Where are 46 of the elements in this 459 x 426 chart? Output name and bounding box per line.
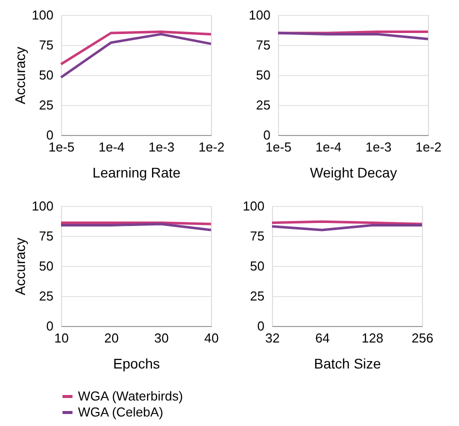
- x-axis-title: Epochs: [113, 356, 160, 372]
- x-tick-label: 1e-4: [315, 140, 342, 154]
- x-tick-label: 128: [362, 330, 384, 346]
- x-tick-label: 256: [412, 330, 434, 346]
- y-tick-label: 25: [39, 98, 54, 112]
- y-tick-label: 25: [250, 288, 264, 304]
- line-series: [60, 32, 212, 79]
- x-tick-label: 32: [265, 330, 280, 346]
- line-series: [60, 30, 212, 66]
- y-tick-label: 100: [32, 198, 54, 214]
- legend-label: WGA (Waterbirds): [78, 388, 183, 404]
- x-tick-label: 1e-5: [265, 140, 292, 154]
- y-tick-label: 75: [256, 38, 270, 52]
- x-tick-label: 30: [154, 330, 169, 346]
- y-tick-label: 50: [250, 258, 264, 274]
- x-axis-title: Batch Size: [314, 356, 382, 372]
- y-tick-label: 25: [39, 288, 54, 304]
- y-tick-label: 0: [257, 318, 264, 334]
- x-tick-label: 1e-3: [365, 140, 392, 154]
- x-tick-label: 1e-5: [48, 140, 75, 154]
- legend-label: WGA (CelebA): [78, 404, 164, 420]
- y-tick-label: 50: [39, 68, 54, 82]
- y-axis-title: Accuracy: [12, 46, 28, 104]
- x-tick-label: 20: [104, 330, 119, 346]
- y-tick-label: 100: [32, 8, 54, 22]
- x-axis-title: Learning Rate: [92, 164, 181, 180]
- y-tick-label: 75: [39, 228, 54, 244]
- y-tick-label: 50: [39, 258, 54, 274]
- x-tick-label: 1e-4: [98, 140, 125, 154]
- y-tick-label: 0: [46, 128, 54, 142]
- y-tick-label: 100: [248, 8, 270, 22]
- y-tick-label: 75: [250, 228, 264, 244]
- y-tick-label: 75: [39, 38, 54, 52]
- x-tick-label: 1e-3: [148, 140, 175, 154]
- x-tick-label: 10: [54, 330, 69, 346]
- y-tick-label: 25: [256, 98, 270, 112]
- y-tick-label: 0: [263, 128, 270, 142]
- x-axis-title: Weight Decay: [310, 164, 397, 180]
- y-tick-label: 100: [242, 198, 264, 214]
- y-tick-label: 0: [46, 318, 54, 334]
- x-tick-label: 1e-2: [198, 140, 225, 154]
- x-tick-label: 64: [315, 330, 330, 346]
- x-tick-label: 1e-2: [415, 140, 442, 154]
- x-tick-label: 40: [204, 330, 219, 346]
- y-tick-label: 50: [256, 68, 270, 82]
- y-axis-title: Accuracy: [12, 238, 28, 296]
